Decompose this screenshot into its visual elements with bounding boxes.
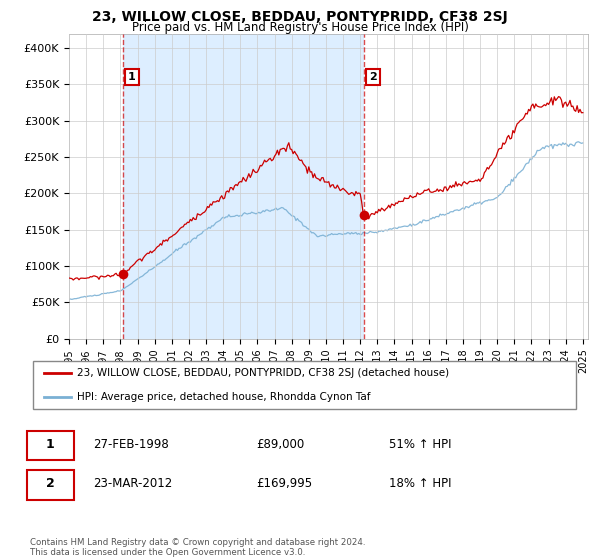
Text: 2: 2 xyxy=(46,477,55,491)
Bar xyxy=(123,34,364,339)
Text: 2: 2 xyxy=(369,72,377,82)
Text: 27-FEB-1998: 27-FEB-1998 xyxy=(94,438,169,451)
Text: Price paid vs. HM Land Registry's House Price Index (HPI): Price paid vs. HM Land Registry's House … xyxy=(131,21,469,34)
FancyBboxPatch shape xyxy=(27,431,74,460)
Text: HPI: Average price, detached house, Rhondda Cynon Taf: HPI: Average price, detached house, Rhon… xyxy=(77,392,370,402)
Text: 1: 1 xyxy=(46,438,55,451)
FancyBboxPatch shape xyxy=(27,470,74,500)
Text: £89,000: £89,000 xyxy=(256,438,305,451)
Text: 18% ↑ HPI: 18% ↑ HPI xyxy=(389,477,451,491)
Text: 23, WILLOW CLOSE, BEDDAU, PONTYPRIDD, CF38 2SJ (detached house): 23, WILLOW CLOSE, BEDDAU, PONTYPRIDD, CF… xyxy=(77,368,449,379)
Text: 23, WILLOW CLOSE, BEDDAU, PONTYPRIDD, CF38 2SJ: 23, WILLOW CLOSE, BEDDAU, PONTYPRIDD, CF… xyxy=(92,10,508,24)
Text: 51% ↑ HPI: 51% ↑ HPI xyxy=(389,438,451,451)
Text: Contains HM Land Registry data © Crown copyright and database right 2024.
This d: Contains HM Land Registry data © Crown c… xyxy=(30,538,365,557)
Text: £169,995: £169,995 xyxy=(256,477,313,491)
FancyBboxPatch shape xyxy=(33,361,577,409)
Text: 1: 1 xyxy=(128,72,136,82)
Text: 23-MAR-2012: 23-MAR-2012 xyxy=(94,477,173,491)
